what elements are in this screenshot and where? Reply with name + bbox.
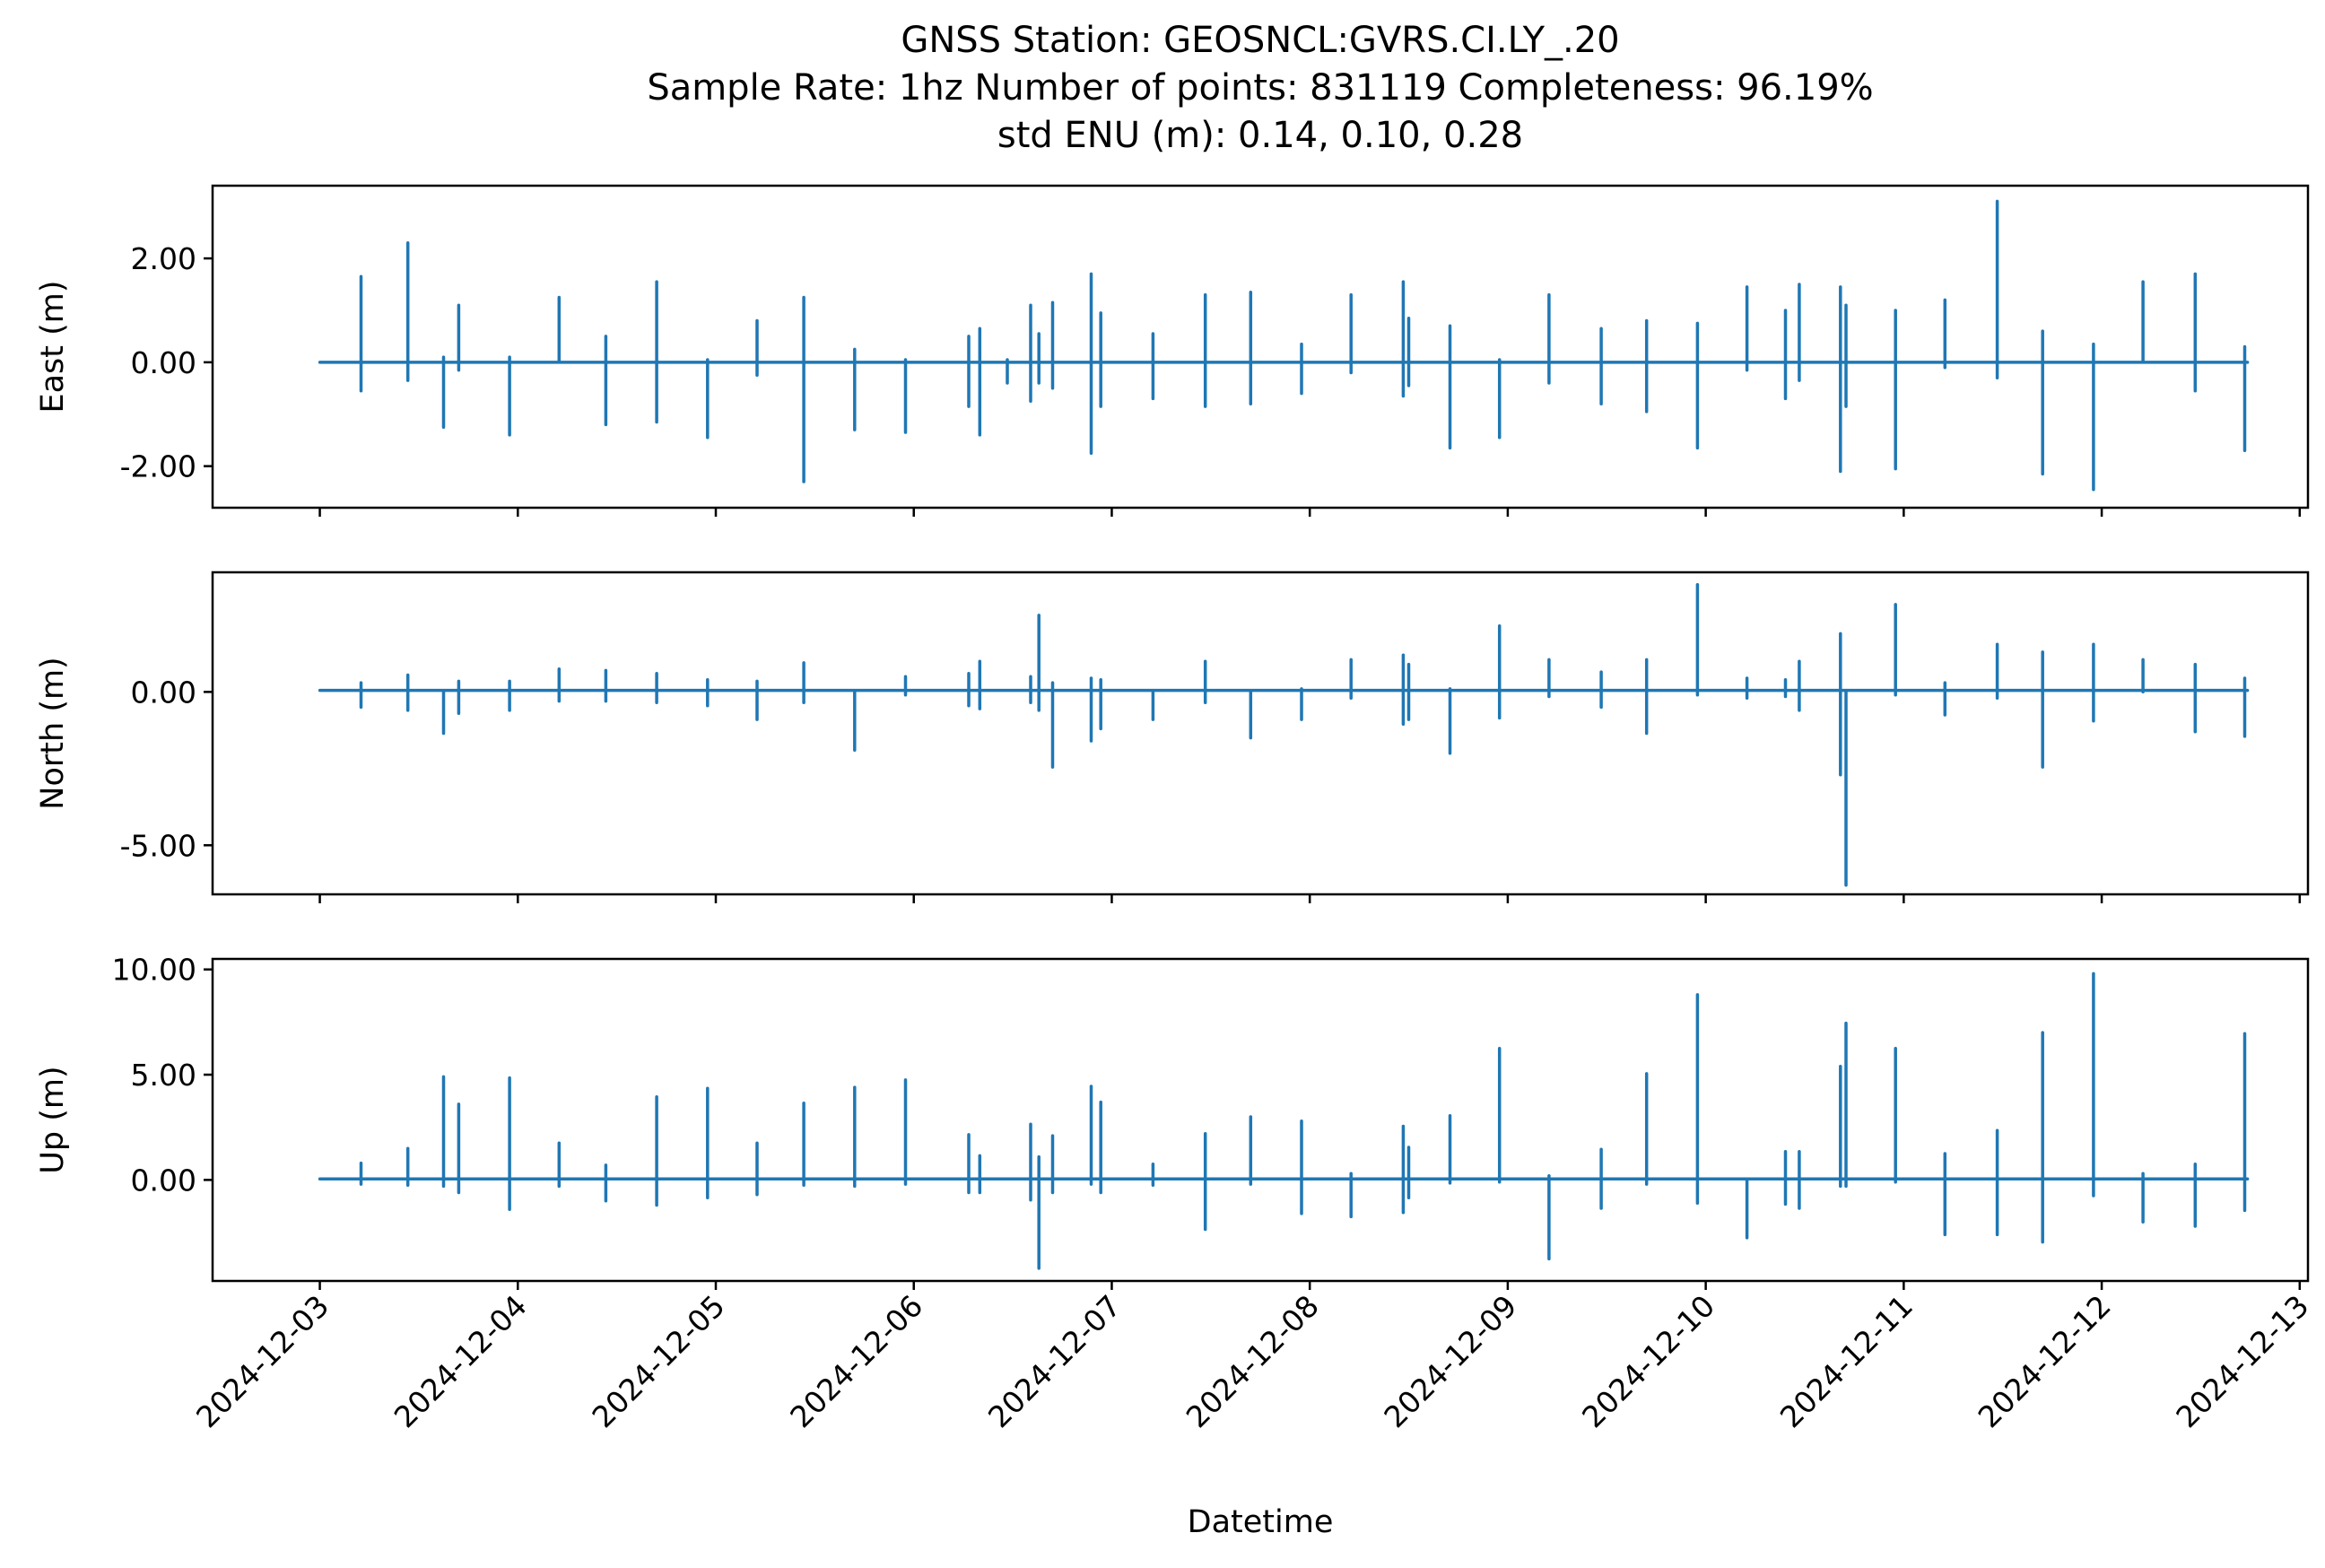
series-line xyxy=(318,971,2250,1270)
x-tick-label: 2024-12-08 xyxy=(1180,1288,1326,1434)
y-axis-label: Up (m) xyxy=(35,1066,71,1173)
y-tick-label: 0.00 xyxy=(131,1163,196,1198)
y-axis-label: East (m) xyxy=(35,280,71,413)
y-tick-label: 10.00 xyxy=(112,953,196,988)
y-tick-label: -5.00 xyxy=(120,828,196,863)
x-tick-label: 2024-12-09 xyxy=(1377,1288,1523,1434)
y-tick-label: 0.00 xyxy=(131,675,196,710)
x-tick-label: 2024-12-06 xyxy=(783,1288,929,1434)
y-tick-label: -2.00 xyxy=(120,449,196,484)
y-tick-label: 5.00 xyxy=(131,1058,196,1093)
plot-frame xyxy=(211,184,2310,510)
x-tick-label: 2024-12-13 xyxy=(2169,1288,2315,1434)
x-axis-label: Datetime xyxy=(1188,1504,1334,1540)
series-line xyxy=(318,199,2250,492)
x-axis: 2024-12-03 2024-12-04 2024-12-05 2024-12-06… xyxy=(189,1288,2315,1434)
chart-title-line-2: Sample Rate: 1hz Number of points: 83111… xyxy=(647,67,1873,109)
y-tick-label: 2.00 xyxy=(131,241,196,276)
chart-title-line-3: std ENU (m): 0.14, 0.10, 0.28 xyxy=(997,115,1523,156)
y-axis-label: North (m) xyxy=(35,657,71,809)
series-line xyxy=(318,582,2250,887)
plot-frame xyxy=(211,957,2310,1283)
up-panel: 10.00 5.00 0.00 Up (m) xyxy=(35,953,2310,1290)
x-tick-label: 2024-12-07 xyxy=(981,1288,1128,1434)
plot-frame xyxy=(211,571,2310,896)
x-tick-label: 2024-12-10 xyxy=(1575,1288,1721,1434)
chart-title-line-1: GNSS Station: GEOSNCL:GVRS.CI.LY_.20 xyxy=(901,20,1619,61)
east-panel: 2.00 0.00 -2.00 East (m) xyxy=(35,184,2310,517)
north-panel: 0.00 -5.00 North (m) xyxy=(35,571,2310,903)
y-tick-label: 0.00 xyxy=(131,345,196,380)
x-tick-label: 2024-12-05 xyxy=(585,1288,731,1434)
x-tick-label: 2024-12-12 xyxy=(1972,1288,2118,1434)
x-tick-label: 2024-12-03 xyxy=(189,1288,335,1434)
x-tick-label: 2024-12-04 xyxy=(388,1288,534,1434)
x-tick-label: 2024-12-11 xyxy=(1773,1288,1920,1434)
